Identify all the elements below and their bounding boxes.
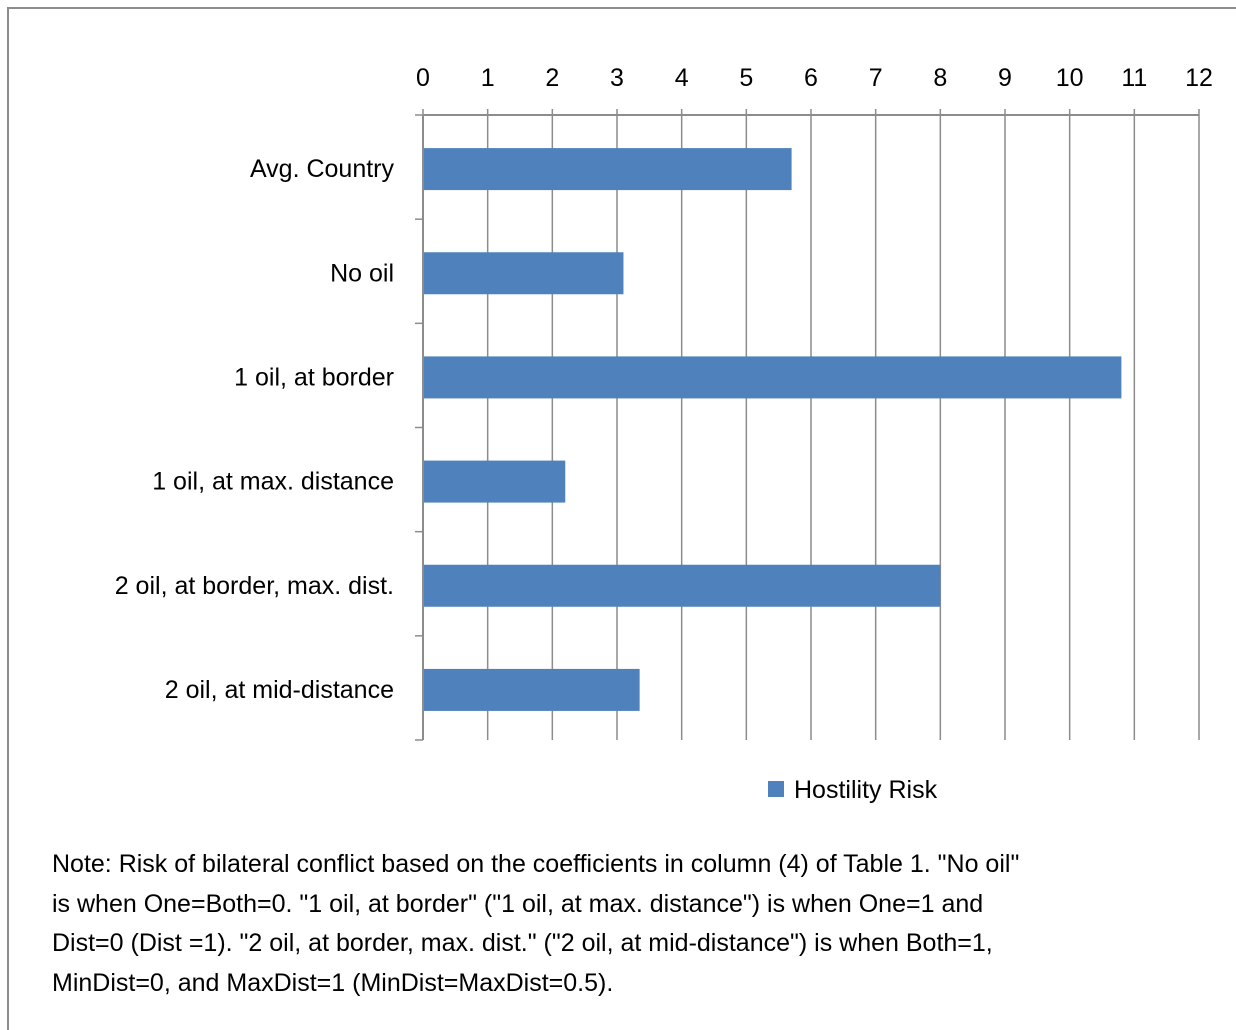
category-label: No oil (330, 259, 394, 287)
bars (424, 148, 1122, 711)
legend: Hostility Risk (768, 776, 938, 804)
x-tick-label: 2 (545, 64, 559, 92)
bar (424, 148, 792, 191)
x-tick-label: 3 (610, 64, 624, 92)
x-tick-label: 1 (481, 64, 495, 92)
x-tick-label: 6 (804, 64, 818, 92)
x-tick-label: 8 (933, 64, 947, 92)
legend-label: Hostility Risk (794, 776, 938, 804)
bar (424, 460, 566, 503)
bar (424, 564, 941, 607)
category-label: 2 oil, at border, max. dist. (115, 572, 394, 600)
x-tick-label: 11 (1121, 64, 1147, 92)
x-tick-label: 4 (675, 64, 689, 92)
x-tick-label: 0 (416, 64, 430, 92)
note-line: MinDist=0, and MaxDist=1 (MinDist=MaxDis… (52, 968, 614, 997)
x-tick-label: 7 (869, 64, 883, 92)
tick-labels: 0 1 2 3 4 5 6 7 8 9 10 11 12 (416, 64, 1213, 92)
chart-note: Note: Risk of bilateral conflict based o… (52, 845, 1232, 1003)
bar (424, 252, 624, 295)
x-tick-label: 5 (739, 64, 753, 92)
bar (424, 668, 640, 711)
x-tick-label: 10 (1056, 64, 1084, 92)
bar (424, 356, 1122, 399)
category-label: 1 oil, at border (234, 363, 394, 391)
axes (415, 109, 1200, 741)
legend-swatch (768, 781, 784, 797)
x-tick-label: 9 (998, 64, 1012, 92)
category-label: 1 oil, at max. distance (152, 468, 394, 496)
note-line: is when One=Both=0. "1 oil, at border" (… (52, 889, 984, 918)
note-line: Note: Risk of bilateral conflict based o… (52, 850, 1020, 878)
gridlines (486, 115, 1200, 740)
x-tick-label: 12 (1185, 64, 1213, 92)
category-label: 2 oil, at mid-distance (165, 676, 394, 704)
category-label: Avg. Country (250, 155, 395, 183)
note-line: Dist=0 (Dist =1). "2 oil, at border, max… (52, 929, 993, 957)
category-labels: Avg. Country No oil 1 oil, at border 1 oil,… (115, 155, 395, 704)
